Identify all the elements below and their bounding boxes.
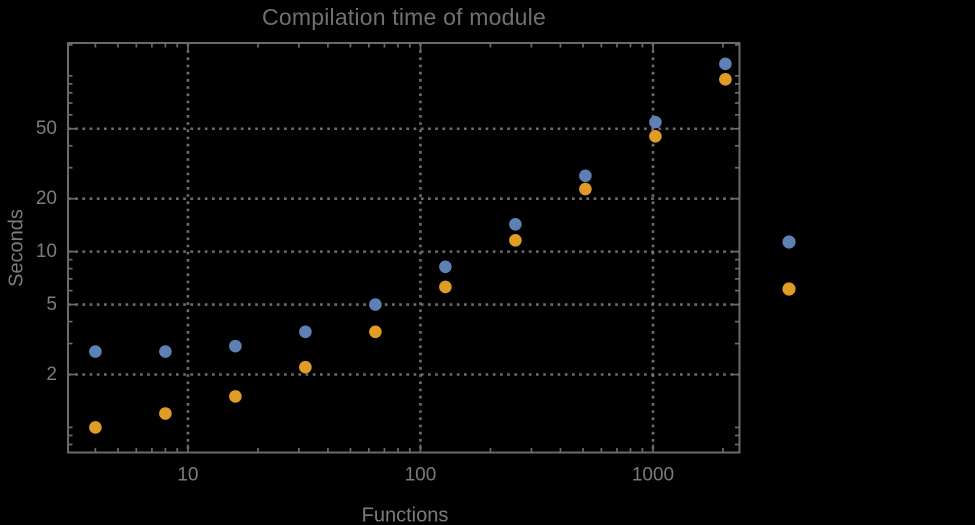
data-point-series-1 (579, 169, 592, 183)
data-point-series-2 (649, 129, 662, 143)
data-point-series-2 (509, 233, 522, 247)
data-point-series-1 (299, 325, 312, 339)
x-axis-label: Functions (361, 504, 449, 525)
data-point-series-2 (579, 182, 592, 196)
plot-frame (67, 42, 741, 454)
x-tick-label: 100 (405, 465, 437, 486)
data-point-series-2 (369, 325, 382, 339)
data-point-series-1 (89, 345, 102, 358)
x-tick-label: 10 (177, 465, 198, 486)
x-tick-label: 1000 (632, 465, 674, 486)
plot-title: Compilation time of module (262, 4, 546, 30)
y-tick-label: 5 (46, 294, 57, 315)
data-point-series-2 (439, 280, 452, 294)
y-tick-label: 2 (46, 364, 57, 385)
data-point-series-1 (369, 298, 382, 311)
data-point-series-2 (299, 360, 312, 374)
data-point-series-1 (229, 339, 242, 353)
data-point-series-1 (649, 115, 662, 129)
legend-marker-2 (782, 282, 796, 296)
data-point-series-1 (439, 260, 452, 274)
data-point-series-2 (159, 407, 172, 420)
y-tick-label: 10 (36, 241, 57, 262)
data-point-series-1 (509, 218, 522, 231)
data-point-series-2 (89, 421, 102, 434)
data-point-series-1 (719, 57, 732, 71)
data-point-series-2 (719, 73, 732, 86)
y-tick-label: 20 (36, 188, 57, 209)
y-tick-label: 50 (36, 118, 57, 139)
data-point-series-2 (229, 390, 242, 403)
legend-marker-1 (782, 235, 796, 249)
data-point-series-1 (159, 345, 172, 358)
